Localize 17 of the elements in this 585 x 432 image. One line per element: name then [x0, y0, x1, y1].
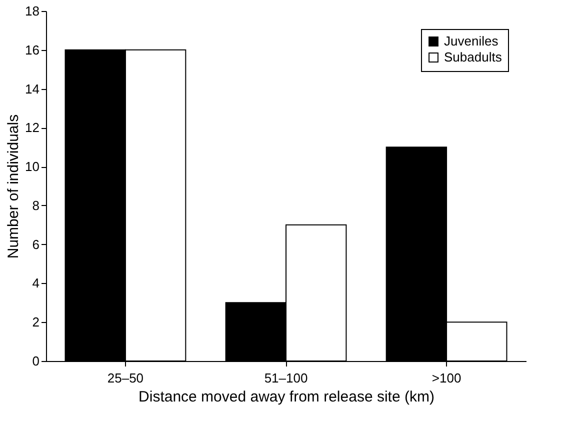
- y-tick-label: 2: [32, 314, 40, 330]
- legend-label: Juveniles: [444, 34, 499, 48]
- x-axis-title: Distance moved away from release site (km): [138, 388, 434, 406]
- y-tick-label: 8: [32, 198, 40, 213]
- y-tick-label: 12: [25, 120, 40, 136]
- y-tick-label: 0: [32, 354, 40, 368]
- x-tick-label: 25–50: [107, 370, 144, 386]
- y-axis-title: Number of individuals: [5, 114, 22, 259]
- x-tick-label: >100: [432, 370, 462, 386]
- y-tick-label: 14: [25, 81, 40, 96]
- y-tick-label: 4: [32, 276, 40, 291]
- legend-label: Subadults: [444, 50, 502, 64]
- y-tick-label: 16: [25, 42, 40, 58]
- y-tick-label: 10: [25, 159, 40, 174]
- y-tick-label: 18: [25, 4, 40, 18]
- x-tick-label: 51–100: [264, 370, 308, 386]
- y-tick-label: 6: [32, 236, 40, 252]
